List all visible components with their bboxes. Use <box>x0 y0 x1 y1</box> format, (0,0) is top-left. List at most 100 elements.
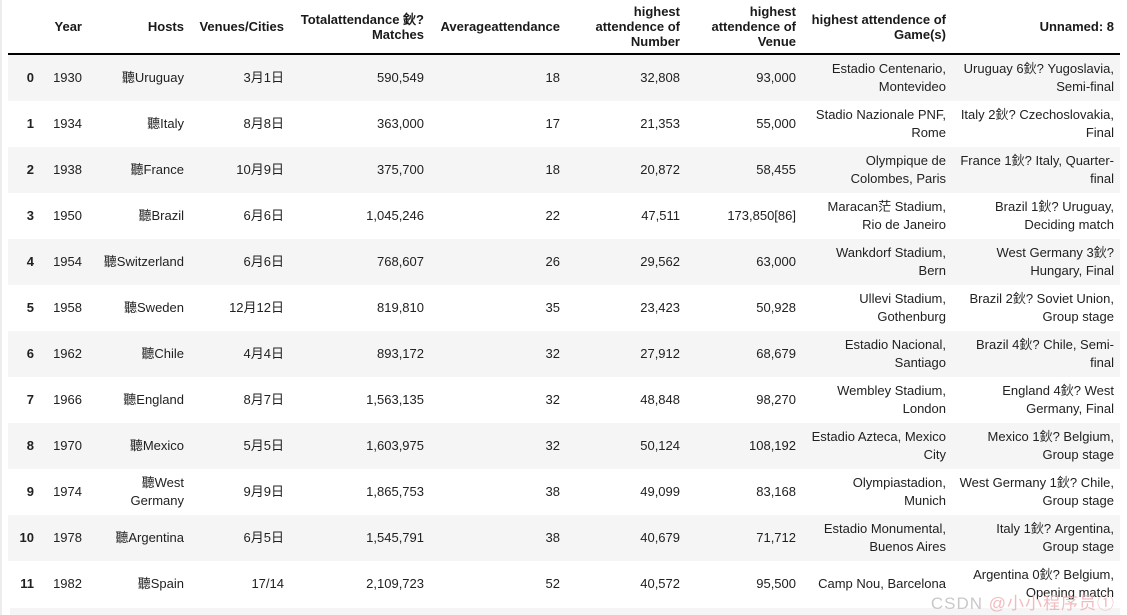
cell-year: 1934 <box>53 116 82 131</box>
row-index: 4 <box>26 254 34 269</box>
cell-year: 1982 <box>53 576 82 591</box>
cell-venues-cities: 8月7日 <box>243 392 284 407</box>
cell-game: West Germany 1鈥? Chile, Group stage <box>959 475 1114 508</box>
cell-average-attendance: 18 <box>545 162 560 177</box>
cell-highest-venue-attendance: 98,270 <box>756 392 796 407</box>
cell-hosts: 聽Uruguay <box>121 70 184 85</box>
cell-hosts: 聽Mexico <box>129 438 184 453</box>
cell-highest-number: 27,912 <box>640 346 680 361</box>
cell-year: 1970 <box>53 438 82 453</box>
cell-highest-venue: Wembley Stadium, London <box>837 383 946 416</box>
table-row: 1 1934 聽Italy 8月8日 363,000 17 21,353 55,000 Stad… <box>8 101 1120 147</box>
cell-hosts: 聽Switzerland <box>103 254 184 269</box>
cell-game: Italy 2鈥? Czechoslovakia, Final <box>960 107 1114 140</box>
column-header: Totalattendance 鈥?Matches <box>290 0 430 55</box>
cell-venues-cities: 5月5日 <box>243 438 284 453</box>
cell-total-attendance: 1,865,753 <box>366 484 424 499</box>
cell-game: Brazil 4鈥? Chile, Semi-final <box>976 337 1114 370</box>
cell-hosts: 聽Chile <box>141 346 184 361</box>
cell-venues-cities: 6月6日 <box>243 254 284 269</box>
cell-year: 1938 <box>53 162 82 177</box>
cell-highest-venue: Maracan茫 Stadium, Rio de Janeiro <box>827 199 947 232</box>
cell-highest-venue-attendance: 68,679 <box>756 346 796 361</box>
cell-average-attendance: 35 <box>545 300 560 315</box>
cell-highest-venue: Estadio Centenario, Montevideo <box>831 61 946 94</box>
cell-highest-venue: Camp Nou, Barcelona <box>818 576 946 591</box>
cell-highest-venue: Ullevi Stadium, Gothenburg <box>859 291 946 324</box>
cell-average-attendance: 32 <box>545 346 560 361</box>
cell-total-attendance: 768,607 <box>377 254 424 269</box>
cell-year: 1958 <box>53 300 82 315</box>
cell-average-attendance: 32 <box>545 392 560 407</box>
row-index: 0 <box>26 70 34 85</box>
cell-highest-venue-attendance: 58,455 <box>756 162 796 177</box>
table-row: 6 1962 聽Chile 4月4日 893,172 32 27,912 68,679 Esta… <box>8 331 1120 377</box>
cell-game: Brazil 1鈥? Uruguay, Deciding match <box>995 199 1114 232</box>
cell-year: 1978 <box>53 530 82 545</box>
cell-venues-cities: 10月9日 <box>236 162 284 177</box>
row-index: 6 <box>26 346 34 361</box>
dataframe-table: Year Hosts Venues/Cities Totalattendance 鈥?… <box>8 0 1120 607</box>
cell-hosts: 聽West Germany <box>130 475 184 508</box>
cell-highest-venue: Olympique de Colombes, Paris <box>850 153 946 186</box>
cell-venues-cities: 12月12日 <box>229 300 284 315</box>
cell-year: 1974 <box>53 484 82 499</box>
cell-hosts: 聽Sweden <box>124 300 184 315</box>
cell-total-attendance: 590,549 <box>377 70 424 85</box>
row-index: 11 <box>20 576 34 591</box>
table-header-row: Year Hosts Venues/Cities Totalattendance 鈥?… <box>8 0 1120 55</box>
cell-game: France 1鈥? Italy, Quarter-final <box>960 153 1114 186</box>
row-index: 2 <box>26 162 34 177</box>
cell-average-attendance: 38 <box>545 484 560 499</box>
cell-hosts: 聽Argentina <box>115 530 184 545</box>
cell-total-attendance: 375,700 <box>377 162 424 177</box>
row-index: 3 <box>26 208 34 223</box>
cell-venues-cities: 6月5日 <box>243 530 284 545</box>
cell-game: Uruguay 6鈥? Yugoslavia, Semi-final <box>963 61 1114 94</box>
cell-total-attendance: 1,045,246 <box>366 208 424 223</box>
table-header: Year Hosts Venues/Cities Totalattendance 鈥?… <box>8 0 1120 55</box>
table-body: 0 1930 聽Uruguay 3月1日 590,549 18 32,808 93,000 Es… <box>8 54 1120 607</box>
table-row: 7 1966 聽England 8月7日 1,563,135 32 48,848 98,270… <box>8 377 1120 423</box>
cell-year: 1930 <box>53 70 82 85</box>
cell-game: Mexico 1鈥? Belgium, Group stage <box>987 429 1114 462</box>
cell-total-attendance: 363,000 <box>377 116 424 131</box>
cell-venues-cities: 6月6日 <box>243 208 284 223</box>
column-header: Year <box>40 0 88 55</box>
cell-game: Argentina 0鈥? Belgium, Opening match <box>973 567 1114 600</box>
cell-highest-venue-attendance: 95,500 <box>756 576 796 591</box>
row-index: 9 <box>26 484 34 499</box>
cell-average-attendance: 17 <box>545 116 560 131</box>
cell-highest-venue: Estadio Nacional, Santiago <box>844 337 946 370</box>
table-row: 8 1970 聽Mexico 5月5日 1,603,975 32 50,124 108,192… <box>8 423 1120 469</box>
table-row: 4 1954 聽Switzerland 6月6日 768,607 26 29,562 63,0… <box>8 239 1120 285</box>
cell-highest-venue-attendance: 71,712 <box>756 530 796 545</box>
cell-highest-number: 29,562 <box>640 254 680 269</box>
cell-hosts: 聽France <box>130 162 184 177</box>
cell-highest-venue-attendance: 93,000 <box>756 70 796 85</box>
cell-year: 1954 <box>53 254 82 269</box>
column-header: Venues/Cities <box>190 0 290 55</box>
cell-highest-venue: Stadio Nazionale PNF, Rome <box>815 107 946 140</box>
cell-highest-number: 23,423 <box>640 300 680 315</box>
column-header: Averageattendance <box>430 0 566 55</box>
cell-average-attendance: 38 <box>545 530 560 545</box>
cell-year: 1962 <box>53 346 82 361</box>
cell-highest-number: 40,679 <box>640 530 680 545</box>
cell-hosts: 聽Spain <box>137 576 184 591</box>
cell-highest-venue: Olympiastadion, Munich <box>852 475 946 508</box>
row-index: 1 <box>26 116 34 131</box>
cell-highest-number: 49,099 <box>640 484 680 499</box>
cell-highest-number: 32,808 <box>640 70 680 85</box>
cell-venues-cities: 9月9日 <box>243 484 284 499</box>
row-index: 7 <box>26 392 34 407</box>
cell-venues-cities: 4月4日 <box>243 346 284 361</box>
cell-total-attendance: 1,563,135 <box>366 392 424 407</box>
row-index: 10 <box>19 530 34 545</box>
row-index: 8 <box>26 438 34 453</box>
cell-highest-venue-attendance: 83,168 <box>756 484 796 499</box>
table-row: 5 1958 聽Sweden 12月12日 819,810 35 23,423 50,928 U… <box>8 285 1120 331</box>
cell-highest-venue-attendance: 173,850[86] <box>727 208 796 223</box>
cell-total-attendance: 1,603,975 <box>366 438 424 453</box>
cell-highest-venue: Wankdorf Stadium, Bern <box>835 245 946 278</box>
